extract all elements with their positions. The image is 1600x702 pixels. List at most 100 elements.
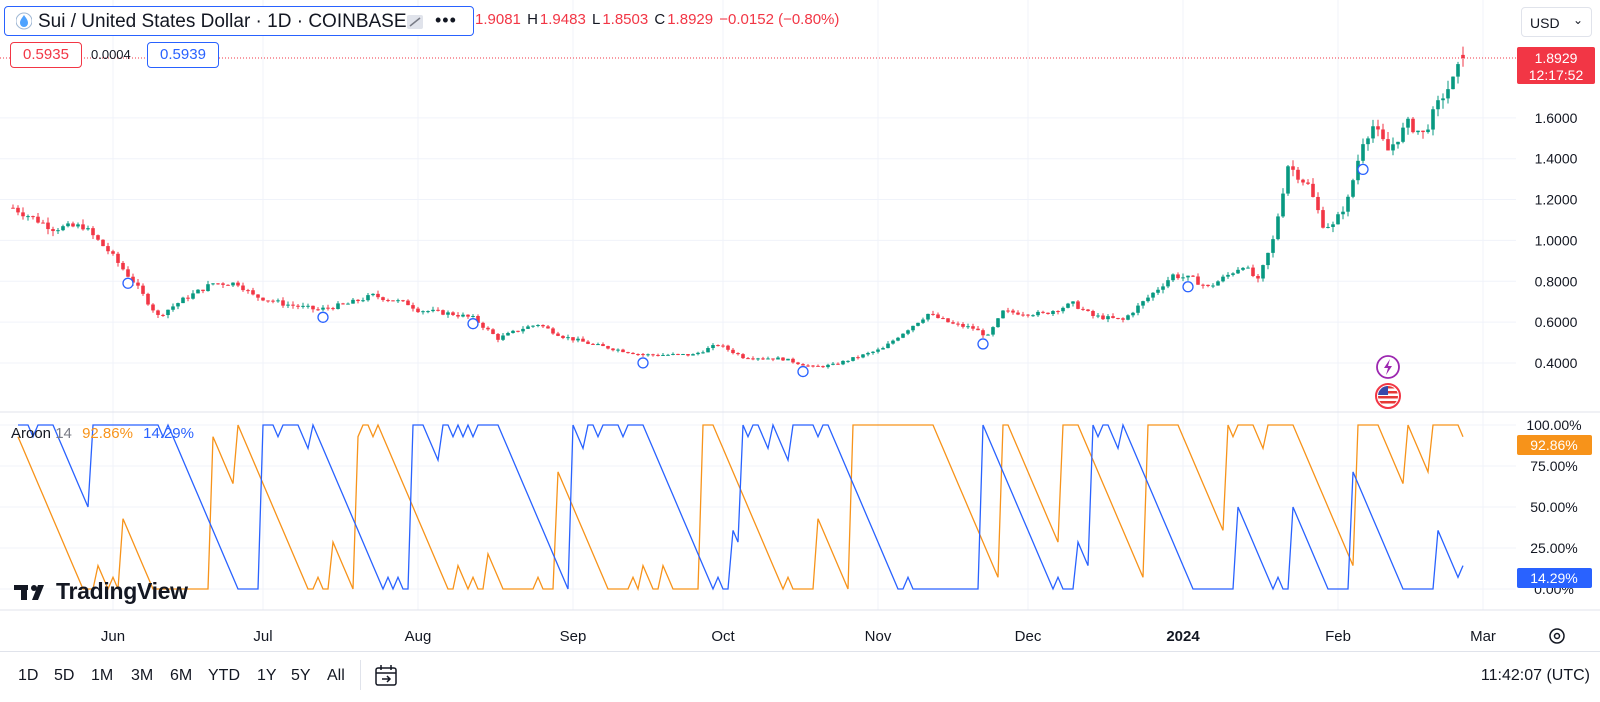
candle-body (931, 313, 935, 315)
candle-body (1321, 210, 1325, 228)
candle-body (1426, 129, 1430, 133)
range-1m-button[interactable]: 1M (91, 667, 114, 684)
candle-body (1106, 316, 1110, 320)
candle-body (1261, 265, 1265, 279)
candle-body (216, 283, 220, 285)
candle-body (1056, 311, 1060, 313)
event-marker[interactable] (637, 357, 649, 369)
us-flag-icon[interactable] (1375, 383, 1401, 409)
candle-body (926, 313, 930, 320)
candle-body (1101, 315, 1105, 320)
candle-body (521, 328, 525, 332)
candle-body (1051, 311, 1055, 315)
candle-body (1291, 166, 1295, 170)
candle-body (741, 354, 745, 359)
price-tick-label: 1.4000 (1535, 151, 1578, 167)
gear-icon[interactable] (1549, 628, 1565, 644)
candle-body (1391, 144, 1395, 151)
lightning-icon[interactable] (1376, 355, 1400, 379)
aroon-tick-label: 25.00% (1530, 540, 1577, 556)
candle-body (351, 299, 355, 304)
range-ytd-button[interactable]: YTD (208, 667, 240, 684)
candle-body (361, 300, 365, 302)
candle-body (546, 326, 550, 329)
event-marker[interactable] (797, 365, 809, 378)
candle-body (156, 310, 160, 315)
tradingview-logo[interactable]: TradingView (14, 578, 188, 607)
candle-body (1011, 310, 1015, 313)
candle-body (1181, 277, 1185, 279)
sell-price-button[interactable]: 0.5935 (10, 42, 82, 68)
candle-body (1151, 292, 1155, 298)
candle-body (971, 326, 975, 329)
event-marker[interactable] (467, 318, 479, 330)
candle-body (841, 360, 845, 365)
candle-body (441, 310, 445, 315)
candle-body (36, 216, 40, 223)
utc-clock[interactable]: 11:42:07 (UTC) (1480, 667, 1590, 684)
event-marker[interactable] (977, 338, 989, 350)
candle-body (756, 358, 760, 360)
event-marker[interactable] (1357, 163, 1369, 176)
range-1y-button[interactable]: 1Y (257, 667, 277, 684)
currency-select[interactable]: USD ⌄ (1521, 7, 1592, 37)
candle-body (61, 226, 65, 231)
candle-body (896, 337, 900, 341)
candle-body (631, 352, 635, 355)
buy-price-button[interactable]: 0.5939 (147, 42, 219, 68)
candle-body (1221, 276, 1225, 282)
range-6m-button[interactable]: 6M (170, 667, 193, 684)
candle-body (31, 216, 35, 218)
spread-value: 0.0004 (91, 47, 131, 62)
candle-body (726, 345, 730, 350)
candle-body (321, 307, 325, 310)
time-tick-label: Dec (1015, 628, 1042, 645)
candle-body (446, 312, 450, 315)
candle-body (76, 224, 80, 227)
candle-body (1271, 239, 1275, 253)
last-price-label: 1.8929 (1535, 50, 1578, 66)
event-marker[interactable] (122, 277, 134, 289)
candle-body (1036, 311, 1040, 316)
high-label: H (527, 11, 538, 28)
candle-body (951, 322, 955, 324)
candle-body (416, 308, 420, 313)
calendar-range-icon[interactable] (374, 664, 400, 688)
range-all-button[interactable]: All (327, 667, 345, 684)
candle-body (481, 322, 485, 328)
range-1d-button[interactable]: 1D (18, 667, 39, 684)
candle-body (586, 341, 590, 344)
aroon-down-value: 14.29% (143, 425, 194, 442)
high-value: 1.9483 (539, 11, 586, 28)
range-5y-button[interactable]: 5Y (291, 667, 311, 684)
range-3m-button[interactable]: 3M (131, 667, 154, 684)
chevron-down-icon: ⌄ (1572, 13, 1583, 27)
candle-body (1081, 308, 1085, 310)
candle-body (316, 309, 320, 311)
candle-body (26, 216, 30, 218)
candle-body (226, 284, 230, 286)
event-marker[interactable] (317, 311, 329, 323)
candle-body (711, 345, 715, 349)
candle-body (496, 333, 500, 340)
eye-off-icon[interactable] (406, 14, 424, 30)
candle-body (286, 304, 290, 306)
candle-body (366, 295, 370, 301)
candle-body (86, 228, 90, 230)
symbol-legend[interactable]: Sui / United States Dollar · 1D · COINBA… (4, 6, 474, 36)
candle-body (511, 330, 515, 333)
aroon-legend[interactable]: Aroon 14 92.86% 14.29% (11, 425, 194, 442)
event-marker[interactable] (1182, 281, 1194, 293)
time-tick-label: 2024 (1166, 628, 1200, 645)
candle-body (336, 303, 340, 309)
candle-body (571, 337, 575, 341)
candle-body (281, 300, 285, 306)
aroon-length: 14 (55, 425, 72, 442)
candle-body (526, 326, 530, 329)
candle-body (326, 307, 330, 309)
candle-body (1186, 275, 1190, 278)
more-dots-icon[interactable]: ••• (435, 10, 457, 30)
range-5d-button[interactable]: 5D (54, 667, 75, 684)
